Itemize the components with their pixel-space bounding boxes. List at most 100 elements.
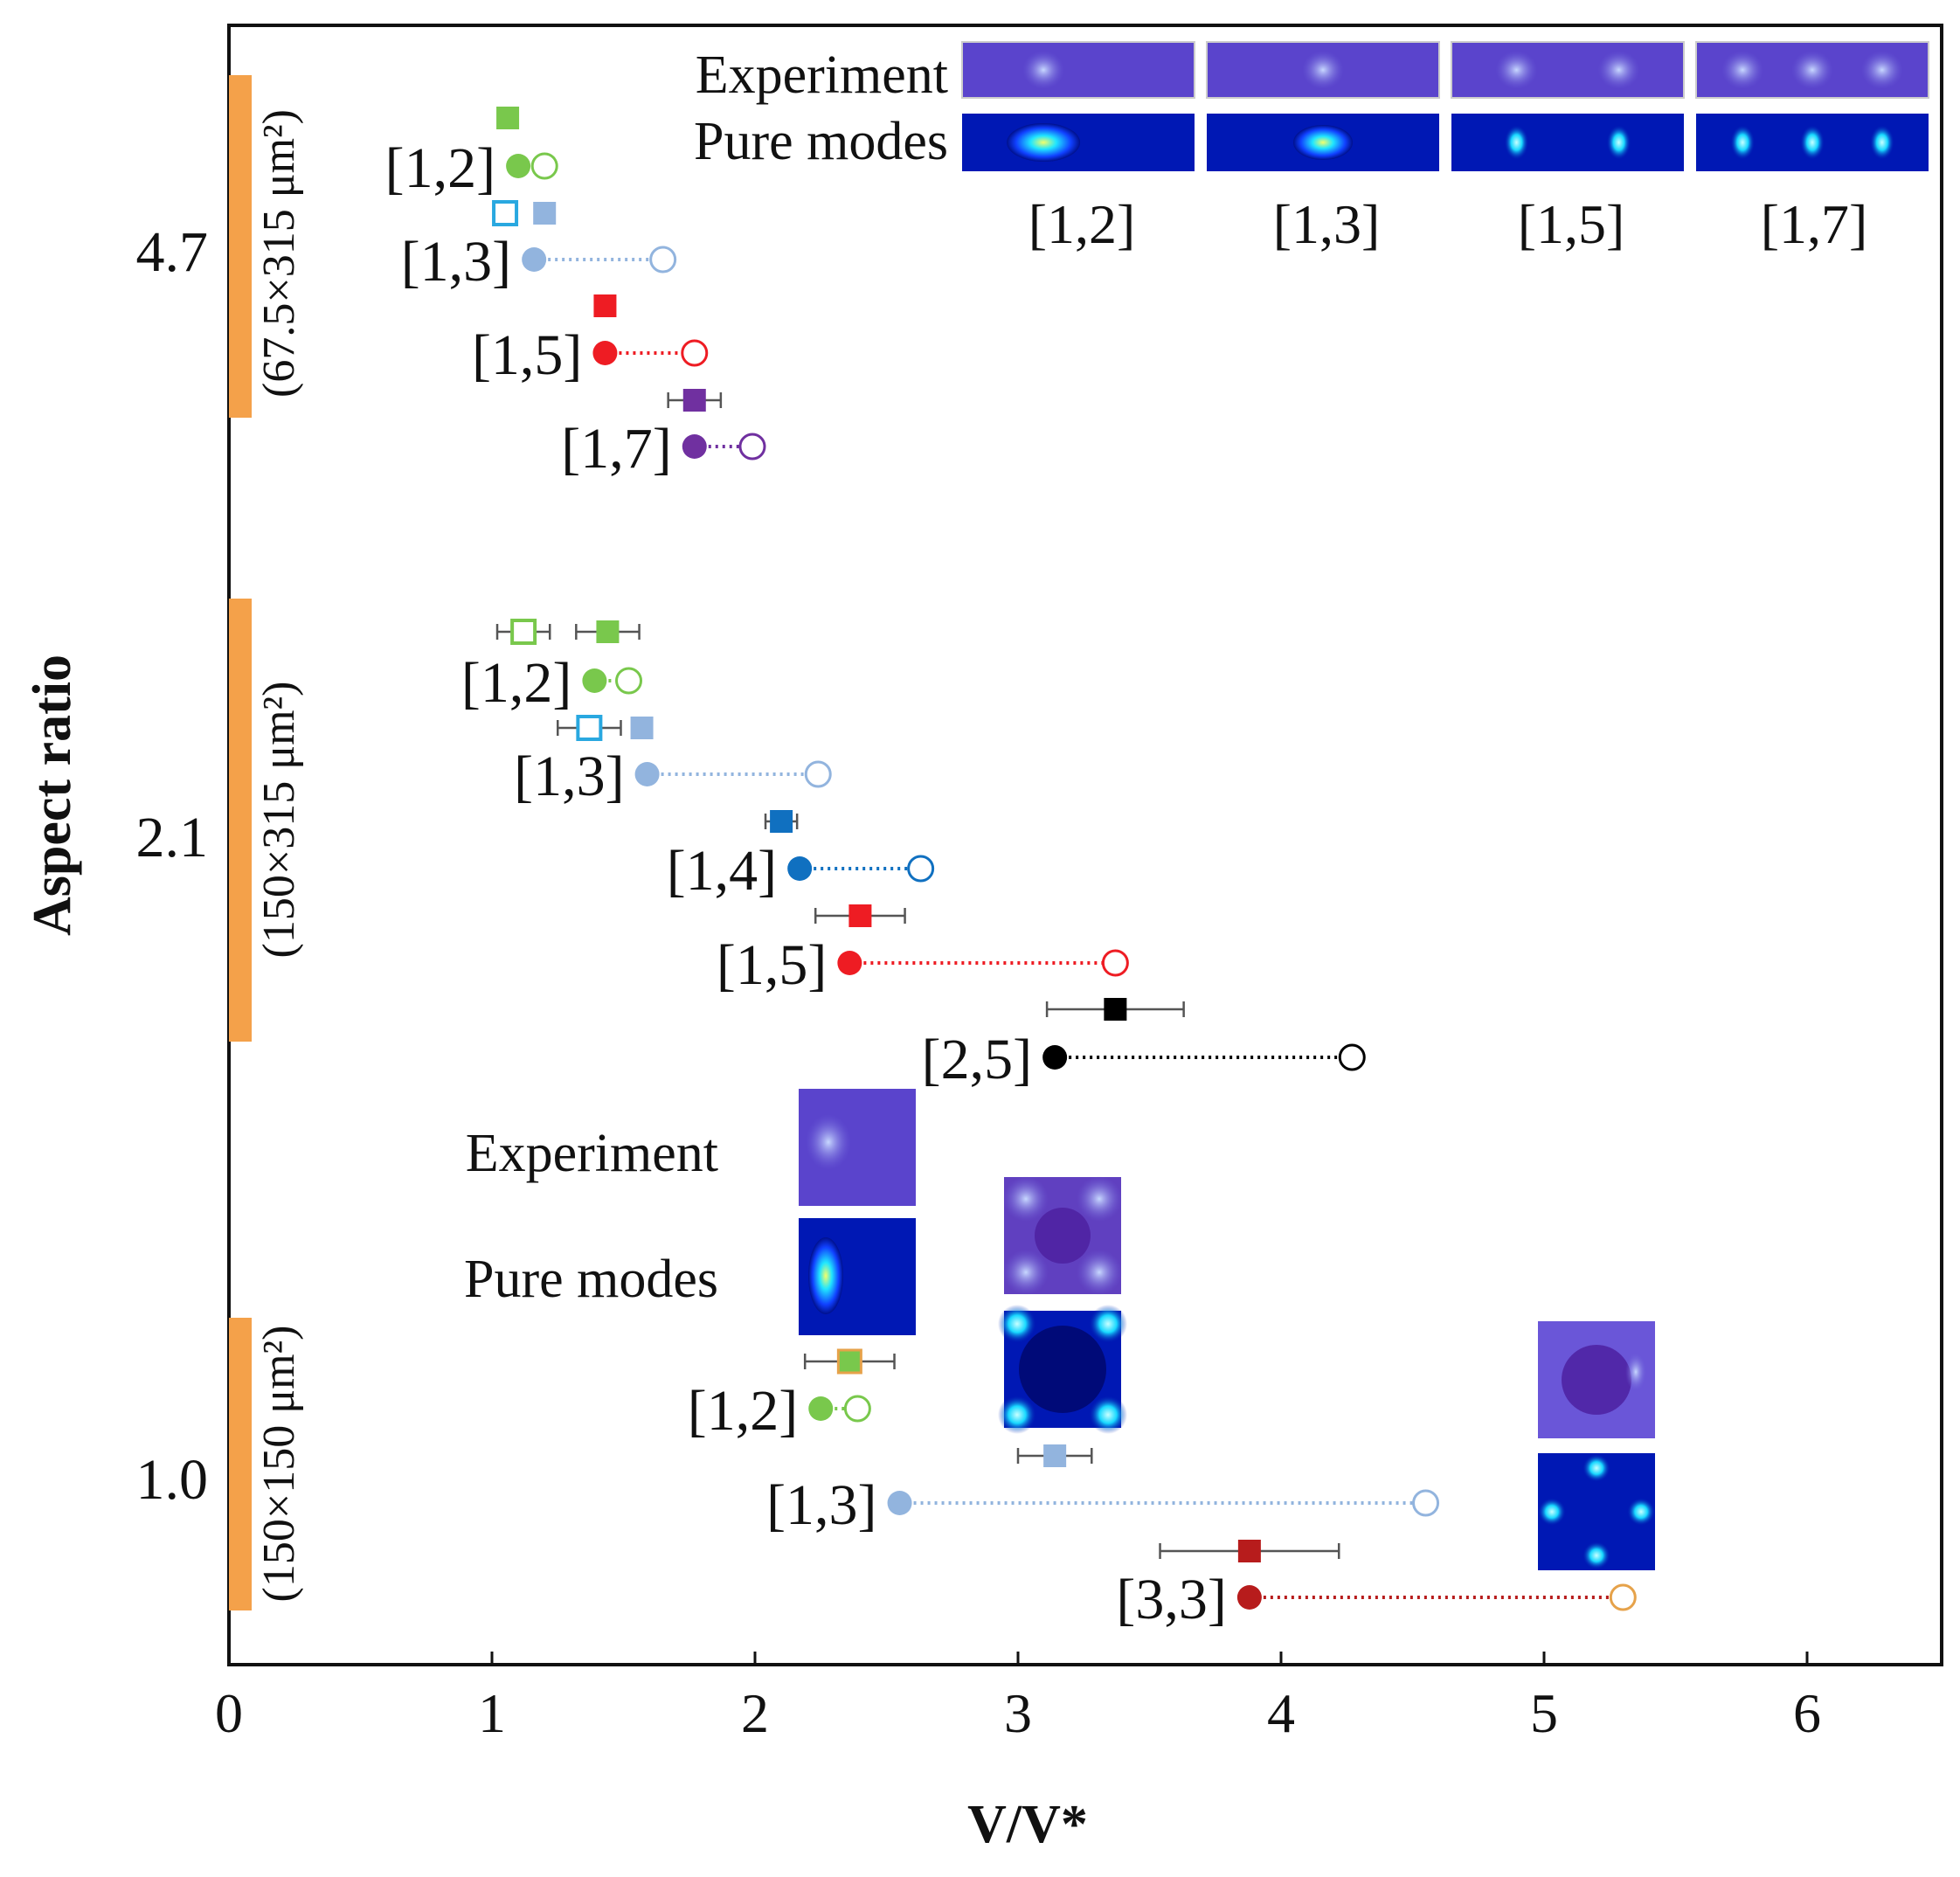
experiment-spot (1597, 51, 1640, 89)
inset-top-experiment-label: Experiment (696, 45, 948, 105)
x-tick-label: 1 (478, 1682, 506, 1744)
x-axis-ticks: 0 1 2 3 4 5 6 (215, 1652, 1821, 1744)
open-circle-marker (615, 667, 643, 695)
mode-label: [1,7] (561, 417, 671, 481)
pure-mode-spot (1583, 1541, 1610, 1569)
experiment-spot (1495, 51, 1538, 89)
x-tick-label: 0 (215, 1682, 243, 1744)
filled-circle-marker (634, 762, 660, 786)
mode-label: [1,4] (667, 839, 777, 903)
size-label: (150×315 μm²) (254, 682, 304, 959)
filled-circle-marker (887, 1491, 912, 1515)
filled-circle-marker (808, 1396, 834, 1421)
pure-mode-spot (998, 1305, 1036, 1343)
inset-bottom-experiment-label: Experiment (466, 1124, 718, 1183)
pure-mode-spot (808, 1237, 843, 1314)
pure-mode-spot (1583, 1454, 1610, 1482)
x-axis-title: V/V* (967, 1795, 1088, 1854)
pure-mode-spot (998, 1396, 1036, 1434)
x-tick-label: 3 (1004, 1682, 1032, 1744)
inset-top-pure-modes-label: Pure modes (694, 112, 948, 171)
pure-mode-spot (1800, 125, 1825, 160)
square-marker (593, 294, 617, 317)
filled-circle-marker (682, 434, 707, 459)
open-circle-marker (804, 760, 832, 788)
size-label: (150×150 μm²) (254, 1326, 304, 1603)
inset-top: Experiment Pure modes [1,2] [1,3] [1,5] … (694, 41, 1929, 255)
mode-label: [2,5] (922, 1028, 1032, 1091)
square-marker (682, 389, 706, 412)
experiment-spot (1721, 51, 1764, 89)
open-circle-marker (907, 855, 935, 883)
experiment-spot (1791, 51, 1833, 89)
filled-circle-marker (582, 668, 607, 693)
mode-label: [1,2] (461, 651, 571, 715)
data-points: [1,2] [1,3] [1,5] [1,7] [1,2] [1,3] [1,4] [1,5]… (385, 107, 1637, 1631)
experiment-center (1035, 1208, 1091, 1264)
mode-label: [1,2] (385, 136, 495, 200)
filled-circle-marker (522, 247, 547, 272)
square-marker (848, 904, 872, 927)
open-circle-marker (843, 1395, 871, 1423)
filled-circle-marker (592, 341, 618, 365)
group-bar (229, 1318, 252, 1610)
inset-top-images (961, 41, 1929, 171)
pure-mode-spot (1089, 1305, 1127, 1343)
open-circle-marker (738, 433, 766, 461)
pure-mode-spot (1089, 1396, 1127, 1434)
square-marker (533, 202, 557, 225)
pure-mode-spot (1293, 125, 1353, 160)
square-marker (492, 200, 519, 226)
x-tick-label: 5 (1530, 1682, 1558, 1744)
inset-bottom: Experiment Pure modes (464, 1089, 1655, 1570)
y-axis-labels: 4.7 (67.5×315 μm²) 2.1 (150×315 μm²) 1.0 (150… (136, 109, 305, 1602)
group-bar (229, 599, 252, 1042)
experiment-image (961, 41, 1195, 99)
square-marker (1237, 1540, 1261, 1562)
open-circle-marker (1101, 949, 1129, 977)
square-marker (770, 810, 793, 833)
pure-mode-spot (1007, 123, 1081, 162)
experiment-spot (1077, 1250, 1122, 1295)
pure-mode-spot (1627, 1498, 1655, 1526)
filled-circle-marker (1042, 1045, 1068, 1070)
y-axis-title: Aspect ratio (23, 655, 82, 936)
filled-circle-marker (1236, 1585, 1262, 1610)
x-tick-label: 2 (741, 1682, 769, 1744)
square-marker (596, 620, 620, 643)
experiment-spot (1302, 51, 1344, 89)
experiment-image (1451, 41, 1685, 99)
mode-label: [1,3] (401, 230, 511, 294)
aspect-ratio-label: 2.1 (136, 806, 209, 869)
experiment-center (1562, 1345, 1631, 1415)
pure-mode-spot (1606, 125, 1631, 160)
experiment-spot (1860, 51, 1903, 89)
open-circle-marker (1338, 1043, 1366, 1071)
inset-top-mode-label-4: [1,7] (1761, 193, 1868, 255)
square-marker (510, 619, 537, 645)
filled-circle-marker (837, 951, 862, 975)
aspect-ratio-label: 4.7 (136, 220, 209, 284)
group-bar (229, 75, 252, 418)
square-marker (576, 715, 603, 741)
experiment-spot (1003, 1250, 1049, 1295)
pure-mode-spot (1538, 1498, 1566, 1526)
pure-mode-center (1019, 1326, 1106, 1413)
mode-label: [1,5] (472, 323, 582, 387)
filled-circle-marker (506, 154, 531, 178)
open-circle-marker (649, 246, 677, 274)
inset-top-mode-label-3: [1,5] (1518, 193, 1625, 255)
pure-mode-spot (1869, 125, 1894, 160)
experiment-spot (1625, 1353, 1646, 1391)
open-circle-marker (1412, 1489, 1440, 1517)
square-marker (496, 107, 520, 129)
mode-label: [1,5] (717, 933, 827, 997)
experiment-spot (806, 1114, 851, 1170)
experiment-spot (1022, 51, 1065, 89)
square-marker (836, 1348, 862, 1375)
x-tick-label: 4 (1267, 1682, 1295, 1744)
open-circle-marker (1609, 1583, 1637, 1611)
size-label: (67.5×315 μm²) (254, 109, 304, 398)
pure-mode-spot (1504, 125, 1529, 160)
pure-mode-image (1451, 114, 1684, 171)
